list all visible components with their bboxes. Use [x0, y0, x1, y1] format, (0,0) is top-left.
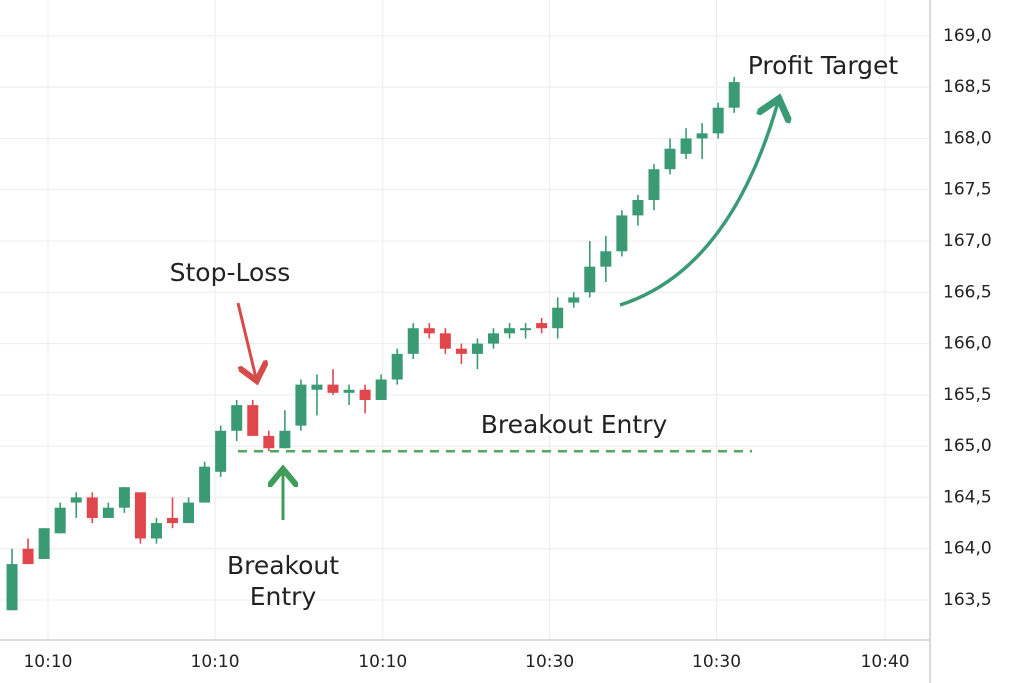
candle-body — [247, 405, 259, 436]
candle-body — [22, 548, 34, 565]
candle-body — [407, 328, 419, 354]
candle-body — [712, 107, 724, 134]
stop-loss-label: Stop-Loss — [170, 258, 291, 287]
candle-body — [471, 343, 483, 354]
x-tick-label: 10:10 — [23, 652, 72, 672]
candle-body — [263, 435, 275, 449]
candle-body — [616, 215, 628, 252]
candle-body — [536, 323, 548, 329]
y-tick-label: 168,5 — [943, 77, 992, 97]
y-tick-label: 167,0 — [943, 231, 992, 251]
candle-body — [504, 328, 516, 334]
y-tick-label: 168,0 — [943, 128, 992, 148]
candle-body — [391, 353, 403, 380]
candle-body — [231, 405, 243, 431]
candle-body — [295, 384, 307, 426]
candle-body — [215, 430, 227, 472]
breakout-entry-label-line: Entry — [250, 582, 317, 611]
candle-body — [600, 251, 612, 267]
x-tick-label: 10:30 — [692, 652, 741, 672]
candle-body — [728, 82, 740, 108]
candle-body — [487, 333, 499, 344]
candle-body — [327, 384, 339, 393]
y-tick-label: 169,0 — [943, 26, 992, 46]
candle-body — [279, 430, 291, 449]
candle-body — [199, 466, 211, 503]
candle-body — [648, 169, 660, 200]
candle-body — [311, 384, 323, 390]
stop-loss-arrow — [236, 302, 256, 378]
candle-body — [552, 307, 564, 329]
candle-body — [38, 528, 50, 559]
y-tick-label: 165,5 — [943, 385, 992, 405]
candle-body — [86, 497, 98, 518]
candle-body — [134, 492, 146, 539]
candle-body — [118, 487, 130, 508]
candle-body — [70, 497, 82, 503]
candle-body — [680, 138, 692, 154]
x-tick-label: 10:40 — [861, 652, 910, 672]
y-tick-label: 165,0 — [943, 436, 992, 456]
candle-body — [664, 148, 676, 170]
candle-body — [696, 133, 708, 139]
breakout-entry-label: Breakout Entry — [481, 410, 668, 439]
candle-body — [520, 328, 532, 331]
x-tick-label: 10:30 — [525, 652, 574, 672]
y-tick-label: 164,0 — [943, 539, 992, 559]
candle-body — [150, 523, 162, 539]
y-tick-label: 163,5 — [943, 590, 992, 610]
y-tick-label: 166,0 — [943, 334, 992, 354]
candle-body — [6, 564, 18, 611]
candle-body — [359, 389, 371, 400]
y-tick-label: 164,5 — [943, 487, 992, 507]
candle-body — [455, 348, 467, 354]
candle-body — [102, 507, 114, 518]
candle-body — [167, 517, 179, 524]
x-tick-label: 10:10 — [191, 652, 240, 672]
candle-body — [54, 507, 66, 534]
candle-body — [343, 389, 355, 393]
candle-body — [439, 333, 451, 349]
y-tick-label: 167,5 — [943, 180, 992, 200]
profit-arrow — [619, 102, 778, 307]
candle-body — [375, 379, 387, 400]
profit-target-label: Profit Target — [748, 51, 899, 80]
x-tick-label: 10:10 — [358, 652, 407, 672]
breakout-entry-label-line: Breakout — [227, 551, 339, 580]
y-tick-label: 166,5 — [943, 282, 992, 302]
candle-body — [632, 200, 644, 216]
candle-body — [423, 328, 435, 334]
candle-body — [183, 502, 195, 524]
candle-body — [584, 266, 596, 293]
candle-body — [568, 297, 580, 303]
